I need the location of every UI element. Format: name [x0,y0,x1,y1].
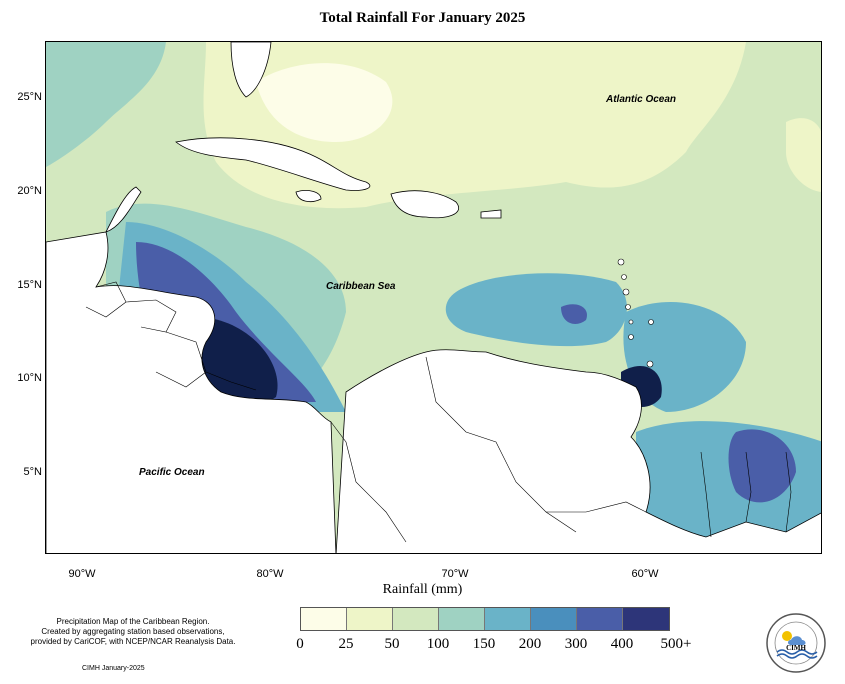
rainfall-zone-dry [256,63,393,142]
legend-swatch-0-25 [301,608,347,630]
lat-label-10n: 10°N [17,372,42,384]
note-line-2: Created by aggregating station based obs… [41,627,225,636]
legend-swatch-50-100 [393,608,439,630]
logo-acronym: CIMH [786,644,806,652]
puerto-rico-land [480,209,502,219]
legend-tick-400: 400 [610,636,634,652]
cimh-logo: CIMH [765,612,827,674]
rainfall-zone-suriname-300 [728,429,796,503]
legend-swatch-200-300 [531,608,577,630]
map-title: Total Rainfall For January 2025 [319,10,526,26]
rainfall-map[interactable] [45,41,822,554]
yucatan-land [105,186,142,233]
rainfall-zone-gulf [46,42,166,167]
rainfall-zone-central [445,273,627,347]
cuba-land [175,137,371,191]
legend-tick-0: 0 [296,636,304,652]
footer-credit: CIMH January-2025 [82,665,145,672]
caribbean-sea-label: Caribbean Sea [326,281,396,292]
lat-label-25n: 25°N [17,91,42,103]
lat-label-20n: 20°N [17,185,42,197]
rainfall-legend [300,607,670,631]
pacific-ocean-label: Pacific Ocean [139,467,205,478]
land-masses [46,42,821,553]
legend-tick-150: 150 [472,636,496,652]
rainfall-zone-east [786,118,821,192]
legend-tick-100: 100 [426,636,450,652]
legend-tick-500-plus: 500+ [660,636,692,652]
lon-label-90w: 90°W [68,568,96,580]
florida-land [230,42,272,98]
jamaica-land [295,190,322,203]
legend-swatch-25-50 [347,608,393,630]
note-line-3: provided by CariCOF, with NCEP/NCAR Rean… [30,637,236,646]
legend-swatch-100-150 [439,608,485,630]
atlantic-ocean-label: Atlantic Ocean [606,94,677,105]
hispaniola-land [390,190,459,219]
legend-tick-50: 50 [384,636,400,652]
x-axis-title: Rainfall (mm) [382,582,463,597]
rainfall-zone-central-300 [561,304,587,324]
rainfall-zone-nicaragua-500 [193,317,278,407]
legend-tick-300: 300 [564,636,588,652]
south-america-land [335,349,821,553]
legend-swatch-400-500 [623,608,669,630]
lat-label-5n: 5°N [23,466,42,478]
lon-label-80w: 80°W [256,568,284,580]
rainfall-map-canvas [46,42,821,553]
country-borders [85,281,792,543]
legend-swatch-150-200 [485,608,531,630]
legend-tick-200: 200 [518,636,542,652]
lesser-antilles-islands [617,258,654,368]
legend-tick-25: 25 [338,636,354,652]
note-line-1: Precipitation Map of the Caribbean Regio… [56,617,210,626]
lon-label-70w: 70°W [441,568,469,580]
lat-label-15n: 15°N [17,279,42,291]
sun-cloud-waves-logo-icon: CIMH [766,613,826,673]
legend-swatch-300-400 [577,608,623,630]
lon-label-60w: 60°W [631,568,659,580]
map-description: Precipitation Map of the Caribbean Regio… [8,617,258,647]
